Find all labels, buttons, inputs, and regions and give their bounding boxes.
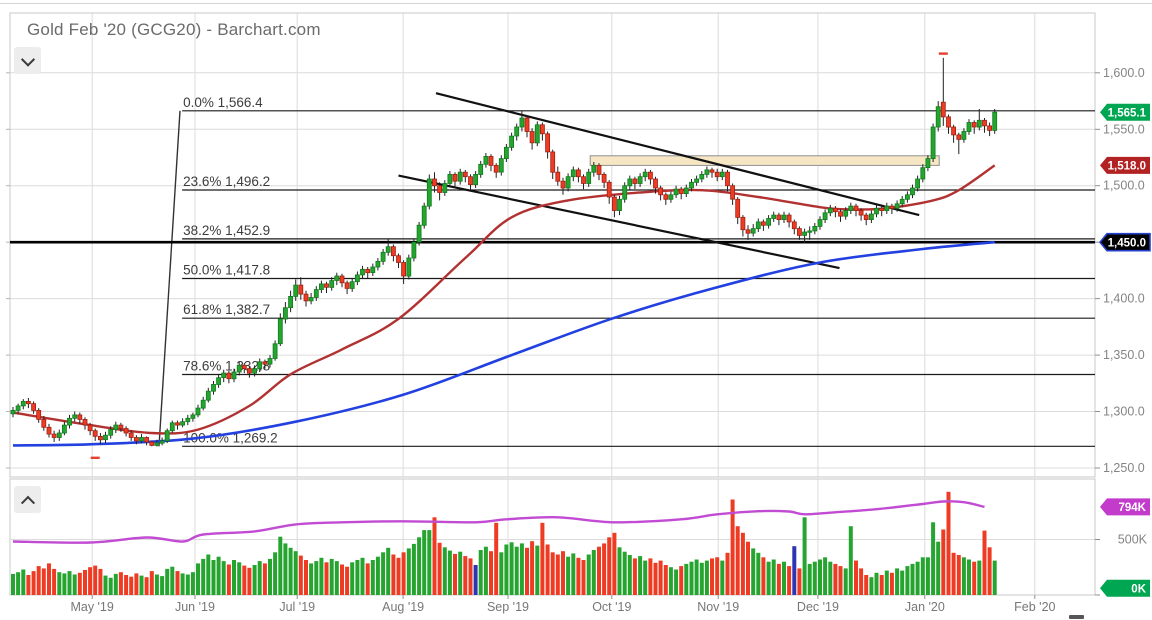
svg-text:1,600.0: 1,600.0 <box>1103 66 1145 80</box>
svg-text:500K: 500K <box>1118 532 1148 546</box>
svg-text:100.0% 1,269.2: 100.0% 1,269.2 <box>183 430 278 445</box>
svg-text:50.0% 1,417.8: 50.0% 1,417.8 <box>183 263 270 278</box>
volume-panel-collapse-button[interactable] <box>14 486 41 513</box>
axis-badge <box>1100 579 1150 597</box>
axis-badge <box>1100 498 1150 516</box>
svg-text:61.8% 1,382.7: 61.8% 1,382.7 <box>183 302 270 317</box>
axis-badge <box>1100 156 1150 174</box>
axis-badge <box>1098 232 1151 252</box>
svg-text:Nov '19: Nov '19 <box>697 600 739 614</box>
chart-title: Gold Feb '20 (GCG20) - Barchart.com <box>27 20 321 39</box>
trendline-upper <box>435 92 920 217</box>
svg-text:78.6% 1,332.8: 78.6% 1,332.8 <box>183 358 270 373</box>
svg-text:1,250.0: 1,250.0 <box>1103 461 1145 475</box>
moving-average-red <box>12 164 996 435</box>
svg-text:1,400.0: 1,400.0 <box>1103 292 1145 306</box>
gridlines <box>10 13 1095 595</box>
svg-text:Oct '19: Oct '19 <box>592 600 631 614</box>
svg-text:0K: 0K <box>1131 584 1146 596</box>
svg-text:Jan '20: Jan '20 <box>905 600 945 614</box>
trendline-lower <box>398 174 840 270</box>
open-interest-line <box>12 500 985 544</box>
svg-text:23.6% 1,496.2: 23.6% 1,496.2 <box>183 174 270 189</box>
svg-text:1,500.0: 1,500.0 <box>1103 179 1145 193</box>
scrollbar-handle[interactable] <box>1069 615 1084 619</box>
svg-text:1,565.1: 1,565.1 <box>1108 107 1147 119</box>
svg-text:1,550.0: 1,550.0 <box>1103 122 1145 136</box>
svg-text:0.0% 1,566.4: 0.0% 1,566.4 <box>183 95 263 110</box>
svg-text:1,350.0: 1,350.0 <box>1103 348 1145 362</box>
svg-text:Aug '19: Aug '19 <box>382 600 424 614</box>
top-divider <box>0 3 1152 4</box>
svg-text:38.2% 1,452.9: 38.2% 1,452.9 <box>183 223 270 238</box>
svg-text:1,450.0: 1,450.0 <box>1108 237 1146 249</box>
badges: 1,565.1 1,518.0 1,450.0 794K 0K <box>1098 103 1151 597</box>
volume-bars <box>11 491 997 595</box>
svg-text:1,300.0: 1,300.0 <box>1103 405 1145 419</box>
resistance-zone <box>589 155 940 166</box>
svg-text:May '19: May '19 <box>70 600 113 614</box>
chevron-up-icon <box>20 495 35 510</box>
svg-text:Jun '19: Jun '19 <box>175 600 215 614</box>
svg-text:794K: 794K <box>1119 502 1147 514</box>
svg-text:Sep '19: Sep '19 <box>487 600 529 614</box>
fib-baseline <box>158 110 181 447</box>
fibonacci-retracement: 0.0% 1,566.4 23.6% 1,496.2 38.2% 1,452.9 50… <box>158 95 1095 447</box>
chevron-down-icon <box>20 52 35 67</box>
price-panel-collapse-button[interactable] <box>14 47 41 74</box>
svg-text:Feb '20: Feb '20 <box>1014 600 1055 614</box>
panel-borders <box>9 12 1096 596</box>
axis-badge <box>1100 103 1150 121</box>
candlesticks <box>10 57 998 447</box>
svg-text:Dec '19: Dec '19 <box>797 600 839 614</box>
moving-average-blue <box>12 240 995 447</box>
svg-text:1,518.0: 1,518.0 <box>1108 161 1146 173</box>
svg-text:Jul '19: Jul '19 <box>279 600 315 614</box>
